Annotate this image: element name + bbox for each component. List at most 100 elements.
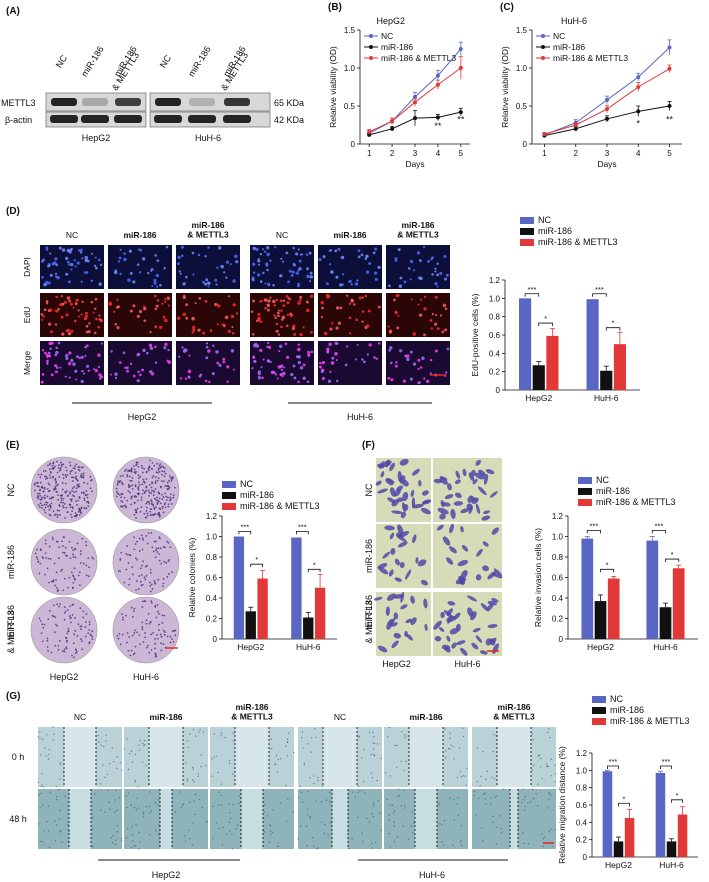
cell-dot	[279, 372, 283, 376]
invaded-cell	[475, 574, 482, 581]
invaded-cell	[489, 491, 498, 498]
cell-dot	[398, 284, 403, 288]
significance-mark: *	[623, 794, 626, 803]
cell-dot	[207, 285, 210, 288]
y-axis-label: Relative migration distance (%)	[557, 746, 567, 864]
wound-cell	[229, 811, 231, 814]
cell-dot	[404, 354, 408, 358]
colony	[171, 630, 174, 633]
cell-dot	[307, 353, 311, 357]
invaded-cell	[478, 469, 487, 477]
cell-dot	[253, 271, 256, 274]
colony	[54, 584, 56, 587]
cell-dot	[154, 254, 157, 257]
colony	[132, 573, 134, 576]
wound-cell	[37, 823, 40, 825]
colony	[72, 575, 75, 578]
colony	[131, 634, 134, 637]
wound-cell	[38, 794, 40, 796]
colony	[154, 638, 156, 640]
wound-cell	[495, 826, 497, 829]
cell-dot	[97, 365, 101, 368]
colony	[80, 466, 83, 469]
wound-cell	[226, 833, 228, 836]
cell-dot	[85, 324, 89, 328]
cell-dot	[80, 379, 84, 384]
cell-dot	[305, 300, 309, 304]
wound-tile	[37, 726, 123, 788]
invaded-cell	[460, 526, 464, 533]
wound-gap	[409, 727, 443, 787]
wound-cell	[371, 776, 374, 779]
y-tick-label: 0.8	[489, 313, 501, 322]
colony	[162, 643, 165, 646]
cell-dot	[266, 282, 271, 287]
cell-dot	[436, 285, 439, 288]
cell-dot	[68, 376, 71, 379]
colony	[54, 486, 57, 488]
colony	[64, 610, 67, 613]
wound-cell	[550, 794, 552, 796]
cell-dot	[423, 295, 427, 299]
wound-col-label: miR-186	[149, 712, 182, 722]
wound-cell	[380, 757, 382, 760]
colony	[141, 548, 144, 551]
cell-dot	[70, 302, 74, 306]
cell-dot	[423, 333, 426, 337]
cell-dot	[98, 377, 102, 380]
data-point	[458, 66, 463, 70]
colony	[80, 473, 83, 476]
invasion-row-label-line: & METTL3	[364, 600, 374, 643]
colony	[80, 506, 83, 509]
colony	[64, 474, 67, 476]
cell-dot	[163, 267, 166, 270]
wound-cell	[232, 804, 234, 806]
cell-dot	[56, 275, 60, 280]
colony	[115, 495, 118, 498]
wound-cell	[554, 828, 556, 831]
cell-dot	[65, 329, 69, 333]
wound-cell	[309, 815, 311, 818]
colony	[85, 564, 88, 567]
cell-dot	[277, 314, 280, 318]
colony	[136, 540, 138, 543]
colony	[141, 466, 144, 469]
invaded-cell	[446, 635, 451, 642]
colony	[66, 474, 69, 476]
band-actin	[114, 115, 142, 123]
cell-dot	[163, 297, 167, 301]
cell-dot	[262, 358, 265, 361]
colony	[42, 490, 45, 493]
cell-dot	[434, 282, 438, 286]
invaded-cell	[384, 525, 395, 531]
cell-dot	[49, 252, 52, 255]
x-axis-label: Days	[405, 159, 424, 169]
colony	[166, 488, 169, 491]
wound-cell	[398, 794, 401, 796]
colony	[162, 466, 165, 468]
grid-row-label: DAPI	[22, 257, 32, 277]
cell-dot	[346, 345, 349, 348]
cell-dot	[299, 332, 303, 337]
grid-col-label-line: miR-186	[123, 230, 156, 240]
wound-cell	[533, 764, 535, 767]
colony	[130, 606, 133, 609]
wound-cell	[380, 829, 382, 832]
colony	[56, 516, 59, 518]
wound-cell	[473, 794, 475, 797]
cell-dot	[286, 355, 290, 359]
wound-cell	[366, 817, 368, 820]
x-tick-label: HepG2	[525, 393, 552, 403]
colony	[169, 477, 172, 480]
colony	[62, 589, 65, 592]
cell-dot	[227, 329, 231, 333]
wound-cell	[548, 791, 550, 794]
cell-dot	[267, 308, 270, 312]
legend-swatch	[592, 696, 606, 703]
invaded-cell	[468, 472, 475, 482]
cell-dot	[61, 248, 66, 252]
wound-cell	[325, 799, 328, 801]
colony	[138, 575, 141, 577]
colony	[45, 475, 48, 478]
significance-bracket	[592, 293, 607, 297]
